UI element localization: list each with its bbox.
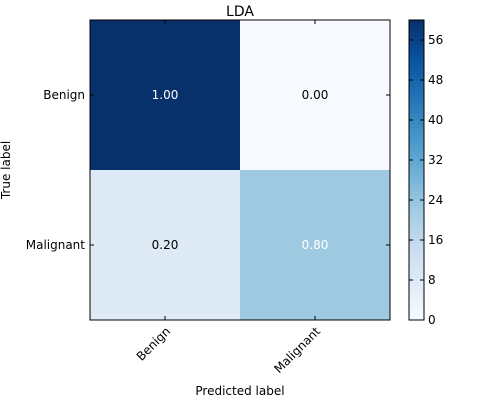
y-axis-label: True label bbox=[0, 141, 13, 200]
colorbar-tick-label: 16 bbox=[428, 233, 443, 247]
heatmap-cell-labels: 1.00 0.00 0.20 0.80 bbox=[152, 88, 329, 252]
x-axis-label: Predicted label bbox=[195, 384, 284, 398]
colorbar-tick-label: 8 bbox=[428, 273, 436, 287]
heatmap-cell bbox=[240, 170, 390, 320]
chart-title: LDA bbox=[226, 4, 254, 20]
cell-value-label: 1.00 bbox=[152, 88, 179, 102]
colorbar-tick-label: 0 bbox=[428, 313, 436, 327]
heatmap-cell bbox=[90, 170, 240, 320]
x-tick-label: Malignant bbox=[271, 324, 323, 376]
colorbar-tick-label: 32 bbox=[428, 153, 443, 167]
cell-value-label: 0.00 bbox=[302, 88, 329, 102]
colorbar-tick-label: 40 bbox=[428, 113, 443, 127]
colorbar-tick-label: 56 bbox=[428, 33, 443, 47]
colorbar bbox=[408, 19, 425, 321]
colorbar-tick-label: 48 bbox=[428, 73, 443, 87]
heatmap-cell bbox=[240, 20, 390, 170]
plot-frame bbox=[89, 19, 391, 321]
heatmap-cell bbox=[90, 20, 240, 170]
y-axis-ticks: Benign Malignant bbox=[26, 88, 390, 252]
colorbar-tick-label: 24 bbox=[428, 193, 443, 207]
y-tick-label: Benign bbox=[43, 88, 85, 102]
x-tick-label: Benign bbox=[134, 324, 173, 363]
heatmap-cells bbox=[90, 20, 390, 320]
colorbar-ticks: 0 8 16 24 32 40 48 56 bbox=[409, 33, 443, 327]
y-tick-label: Malignant bbox=[26, 238, 86, 252]
cell-value-label: 0.20 bbox=[152, 238, 179, 252]
cell-value-label: 0.80 bbox=[302, 238, 329, 252]
